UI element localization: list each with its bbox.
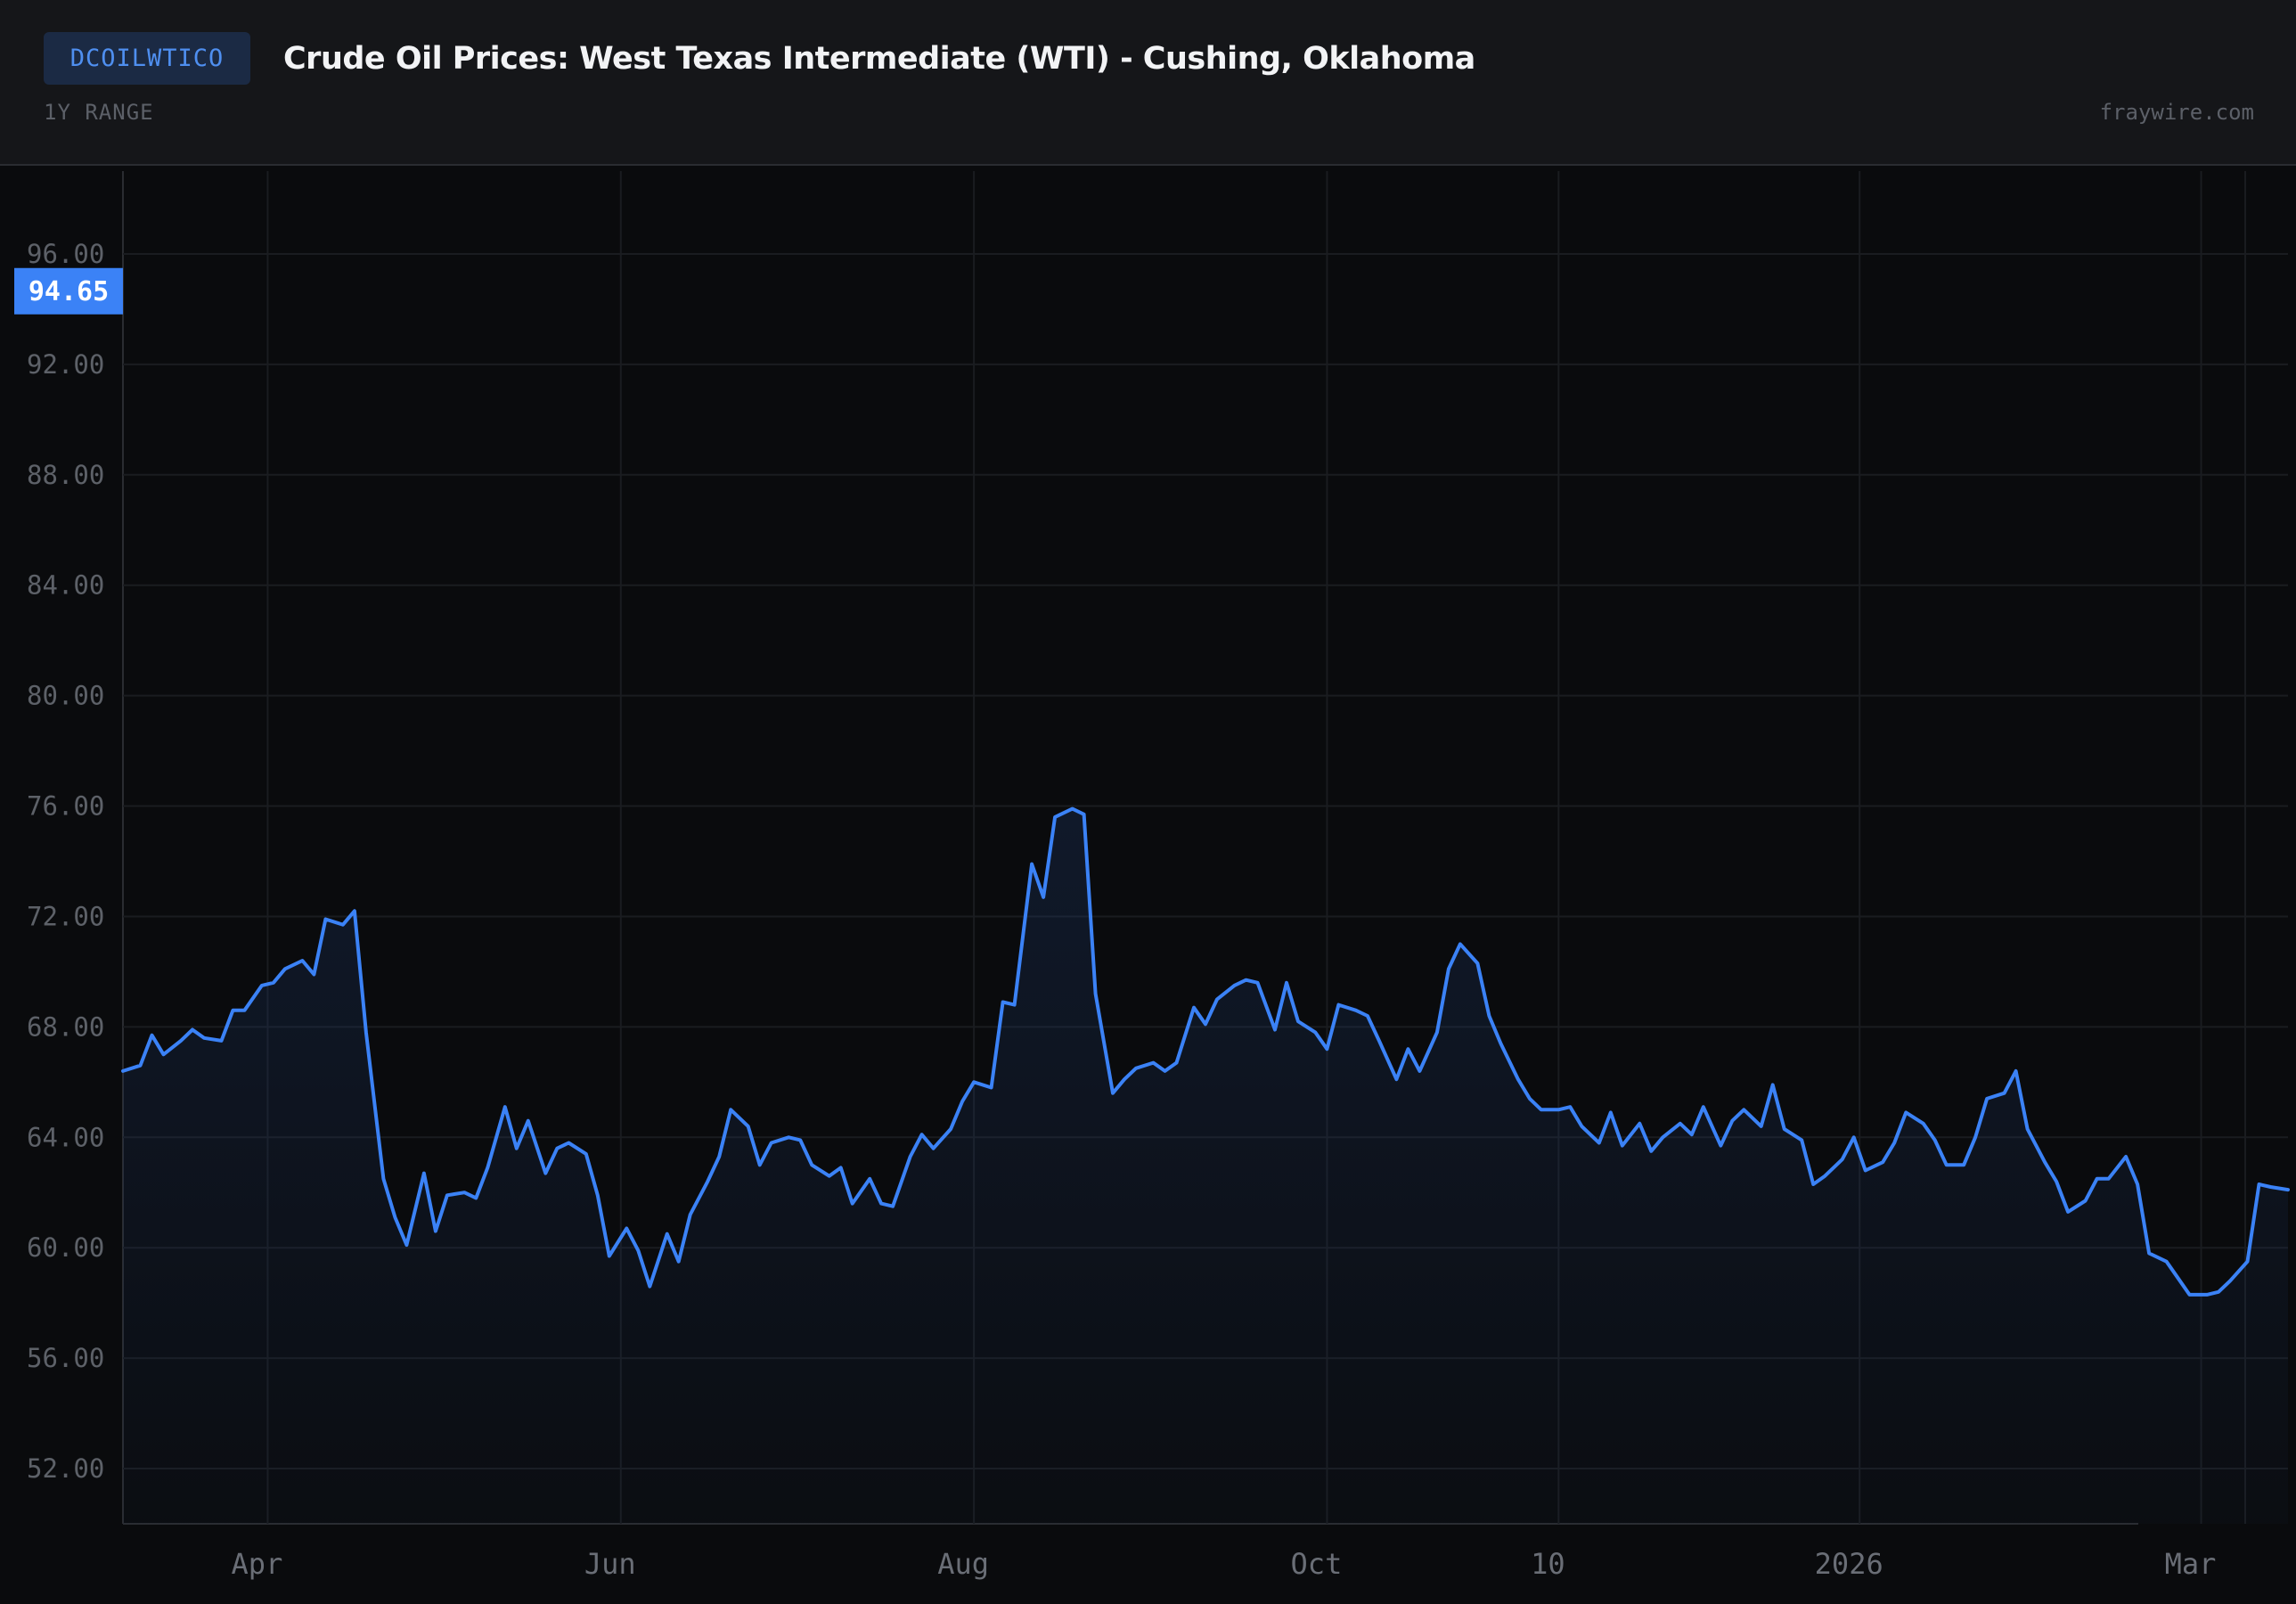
price-line [121,806,2290,1297]
y-tick-label: 92.00 [27,349,104,380]
last-value-label: 94.65 [29,276,109,307]
y-tick-label: 80.00 [27,681,104,711]
x-tick-label: Jun [584,1547,636,1581]
x-tick-label: Mar [2165,1547,2217,1581]
source-label[interactable]: fraywire.com [2099,100,2254,125]
x-tick-label: 2026 [1815,1547,1883,1581]
y-tick-label: 68.00 [27,1011,104,1042]
y-axis: 52.00 56.00 60.00 64.00 68.00 72.00 76.00 80.00… [27,239,104,1484]
range-label[interactable]: 1Y RANGE [44,100,154,125]
last-value-badge: 94.65 [14,267,123,315]
x-axis: Apr Jun Aug Oct 10 2026 Mar [232,1547,2217,1581]
chart-header: DCOILWTICO Crude Oil Prices: West Texas … [0,0,2296,166]
y-tick-label: 64.00 [27,1122,104,1152]
y-tick-label: 84.00 [27,570,104,601]
y-tick-label: 88.00 [27,460,104,490]
chart-title: Crude Oil Prices: West Texas Intermediat… [283,40,1475,77]
y-tick-label: 52.00 [27,1453,104,1484]
x-tick-label: Aug [937,1547,989,1581]
y-tick-label: 76.00 [27,791,104,822]
y-tick-label: 96.00 [27,239,104,269]
y-tick-label: 72.00 [27,901,104,931]
last-value-badge-bg [14,267,123,315]
x-tick-label: 10 [1531,1547,1565,1581]
series-id-badge[interactable]: DCOILWTICO [44,32,250,85]
y-tick-label: 56.00 [27,1343,104,1373]
price-area [123,808,2288,1524]
y-tick-label: 60.00 [27,1232,104,1263]
x-tick-label: Oct [1291,1547,1343,1581]
x-tick-label: Apr [232,1547,283,1581]
